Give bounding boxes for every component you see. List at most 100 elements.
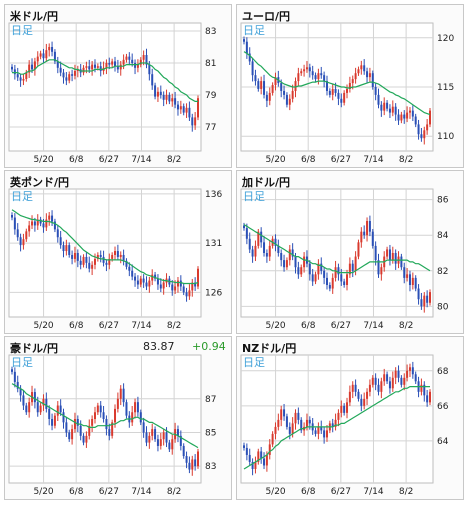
candle-body — [179, 435, 182, 446]
candle-body — [360, 65, 363, 70]
candle-body — [334, 88, 337, 93]
x-tick-label: 7/14 — [131, 155, 151, 165]
candle-body — [162, 282, 165, 289]
candle-body — [340, 98, 343, 103]
candle-body — [325, 81, 328, 91]
candle-body — [48, 47, 51, 51]
candle-body — [408, 110, 411, 113]
y-tick-label: 110 — [437, 132, 454, 142]
candle-body — [397, 370, 400, 378]
candle-body — [383, 102, 386, 111]
chart-panel-usd-jpy[interactable]: 5/20 6/8 6/27 7/14 8/2 77 79 81 83 日足 米ドル/円 — [4, 4, 232, 168]
candle-body — [33, 392, 36, 403]
candle-body — [291, 90, 294, 99]
panel-price: 83.87 — [143, 340, 175, 353]
candle-body — [65, 422, 68, 433]
candle-body — [114, 251, 117, 255]
candle-body — [317, 73, 320, 80]
candle-body — [45, 398, 48, 409]
candle-body — [351, 384, 354, 392]
candle-body — [28, 225, 31, 232]
candle-body — [394, 370, 397, 378]
candle-body — [162, 95, 165, 100]
candle-body — [257, 231, 260, 246]
x-tick-label: 7/14 — [363, 155, 383, 165]
candle-body — [96, 405, 99, 413]
candle-body — [102, 256, 105, 263]
candle-body — [11, 369, 13, 372]
candle-body — [331, 88, 334, 95]
candle-body — [331, 277, 334, 289]
candle-body — [142, 422, 145, 433]
x-tick-label: 7/14 — [363, 321, 383, 331]
candle-body — [82, 256, 85, 265]
candle-body — [22, 395, 25, 406]
candle-body — [156, 278, 159, 285]
candle-body — [403, 114, 406, 119]
y-tick-label: 120 — [437, 34, 454, 44]
candle-body — [377, 260, 380, 275]
candle-body — [380, 267, 383, 275]
candle-body — [51, 215, 54, 222]
candle-body — [11, 66, 13, 70]
candle-body — [151, 274, 154, 281]
candle-body — [102, 412, 105, 419]
candle-body — [337, 412, 340, 420]
candle-body — [154, 274, 157, 279]
candle-body — [325, 430, 328, 438]
y-tick-label: 66 — [437, 402, 449, 412]
candlestick-chart-cad-jpy: 5/20 6/8 6/27 7/14 8/2 80 82 84 86 日足 — [240, 188, 449, 331]
candle-body — [380, 104, 383, 111]
candle-body — [334, 419, 337, 427]
candle-body — [251, 249, 254, 257]
candle-body — [111, 61, 114, 65]
candle-body — [191, 117, 194, 126]
candle-body — [371, 73, 374, 87]
candle-body — [243, 39, 245, 42]
candle-body — [386, 374, 389, 382]
candle-body — [59, 237, 62, 246]
candle-body — [91, 419, 94, 426]
candle-body — [320, 426, 323, 431]
candle-body — [334, 267, 337, 278]
candle-body — [254, 461, 257, 469]
candle-body — [53, 51, 56, 62]
candle-body — [388, 381, 391, 389]
candle-body — [79, 260, 82, 265]
candle-body — [71, 429, 74, 440]
candle-body — [343, 92, 346, 103]
candle-body — [119, 388, 122, 399]
moving-average-line — [11, 383, 199, 449]
candle-body — [131, 59, 134, 63]
chart-panel-eur-jpy[interactable]: 5/20 6/8 6/27 7/14 8/2 110 115 120 日足 ユーロ/円 — [236, 4, 464, 168]
candle-body — [176, 280, 179, 287]
candle-body — [337, 92, 340, 99]
candle-body — [288, 98, 291, 105]
chart-panel-aud-jpy[interactable]: 5/20 6/8 6/27 7/14 8/2 83 85 87 日足 豪ドル/円 83.87 +… — [4, 336, 232, 500]
chart-panel-gbp-jpy[interactable]: 5/20 6/8 6/27 7/14 8/2 126 131 136 日足 英ポンド/円 — [4, 170, 232, 334]
candle-body — [360, 231, 363, 243]
candle-body — [294, 412, 297, 424]
candle-body — [42, 223, 45, 228]
candle-body — [139, 59, 142, 65]
panel-title: 米ドル/円 — [10, 10, 59, 23]
candle-body — [280, 253, 283, 261]
candle-body — [156, 91, 159, 97]
candle-body — [13, 371, 16, 382]
x-tick-label: 6/27 — [99, 321, 119, 331]
y-tick-label: 83 — [205, 27, 216, 37]
y-tick-label: 126 — [205, 288, 222, 298]
candle-body — [371, 377, 374, 385]
candlestick-chart-nzd-jpy: 5/20 6/8 6/27 7/14 8/2 64 66 68 日足 — [240, 354, 449, 497]
candle-body — [185, 456, 188, 463]
candle-body — [408, 367, 411, 371]
candle-body — [62, 72, 65, 78]
period-label: 日足 — [11, 356, 33, 369]
chart-panel-nzd-jpy[interactable]: 5/20 6/8 6/27 7/14 8/2 64 66 68 日足 NZドル/円 — [236, 336, 464, 500]
candlestick-chart-eur-jpy: 5/20 6/8 6/27 7/14 8/2 110 115 120 日足 — [240, 22, 454, 165]
chart-panel-cad-jpy[interactable]: 5/20 6/8 6/27 7/14 8/2 80 82 84 86 日足 加ドル/円 — [236, 170, 464, 334]
candle-body — [116, 251, 119, 257]
candle-body — [271, 85, 274, 93]
candle-body — [377, 384, 380, 392]
candle-body — [371, 231, 374, 246]
